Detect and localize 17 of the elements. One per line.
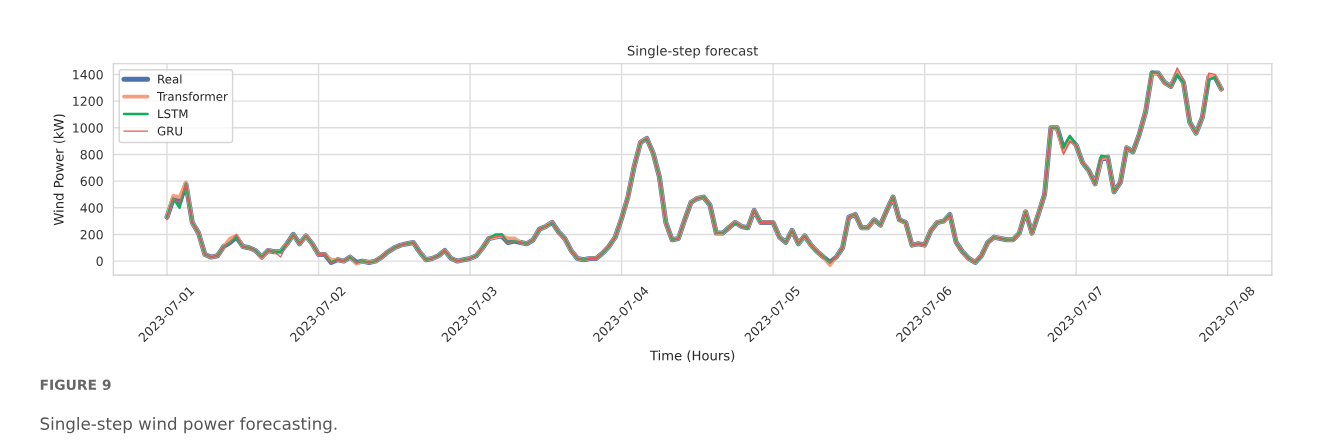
legend-label: Transformer (156, 91, 228, 101)
y-axis-title: Wind Power (kW) (53, 114, 66, 226)
legend-label: LSTM (158, 109, 188, 119)
y-tick-label: 1000 (73, 123, 103, 133)
y-tick-label: 600 (80, 176, 103, 187)
caption: FIGURE 9 (40, 379, 111, 391)
legend-label: GRU (157, 126, 182, 136)
y-tick-label: 1400 (73, 69, 103, 80)
y-tick-label: 1200 (73, 96, 103, 107)
y-tick-label: 200 (80, 229, 103, 240)
chart-title: Single-step forecast (627, 45, 758, 59)
y-tick-label: 800 (80, 149, 103, 160)
text: Single-step wind power forecasting. (40, 417, 337, 434)
x-axis-title: Time (Hours) (649, 350, 735, 363)
y-tick-label: 0 (96, 256, 103, 267)
y-tick-label: 400 (80, 203, 103, 213)
legend-label: Real (158, 74, 182, 84)
